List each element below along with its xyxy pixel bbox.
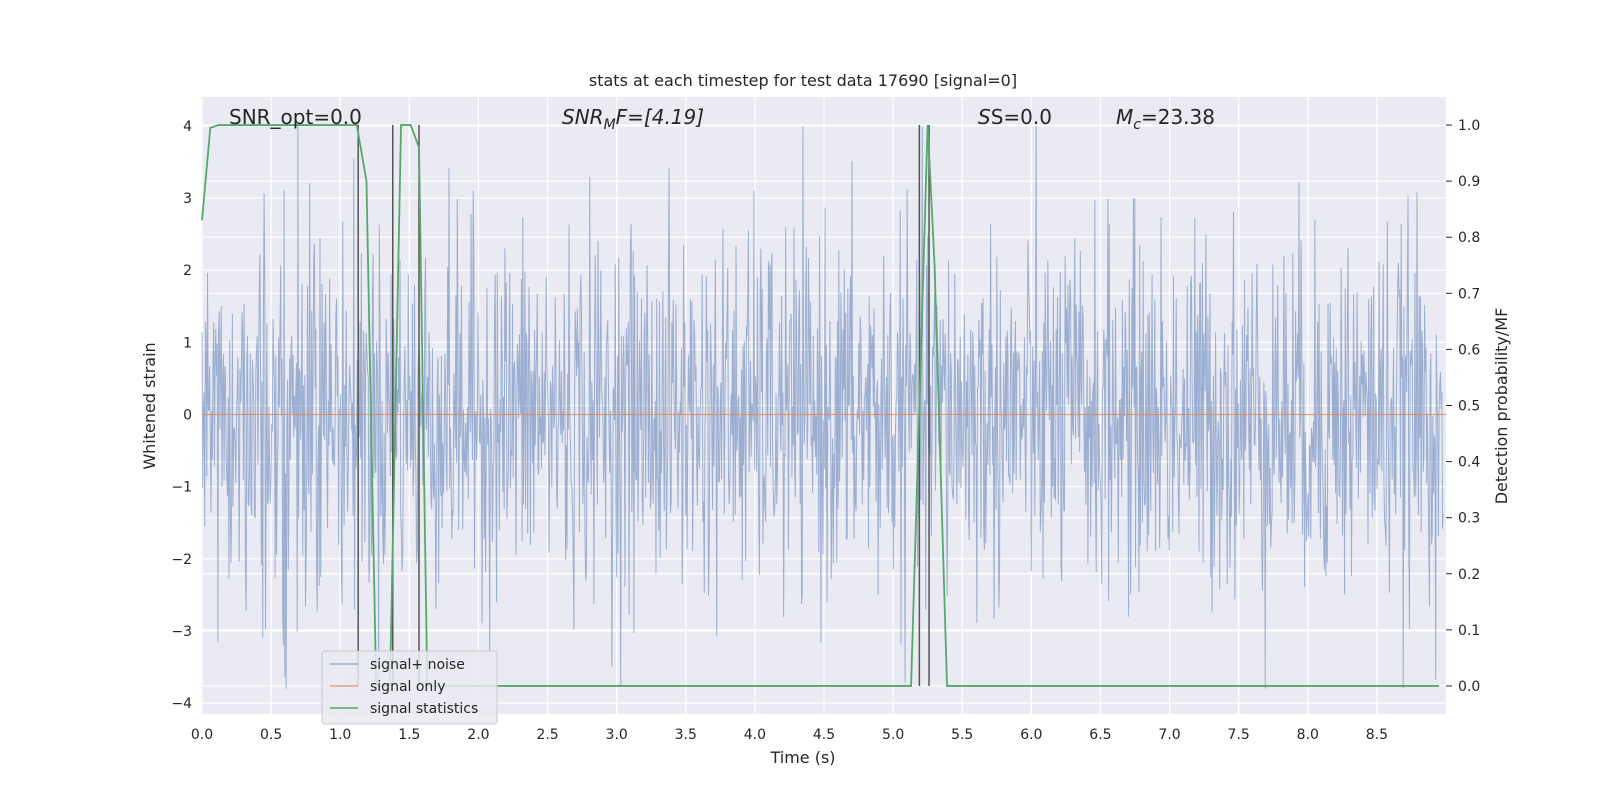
y2-tick-label: 0.4 [1458,455,1480,471]
y2-tick-label: 0.1 [1458,623,1480,639]
y-tick-label: −4 [171,696,192,712]
x-tick-label: 8.5 [1366,727,1388,743]
y2-tick-label: 0.3 [1458,511,1480,527]
y2-tick-label: 0.9 [1458,174,1480,190]
x-tick-label: 4.5 [813,727,835,743]
legend-label-signal-statistics: signal statistics [370,701,478,717]
y-tick-label: 0 [183,408,192,424]
x-tick-label: 8.0 [1297,727,1319,743]
chart-title: stats at each timestep for test data 176… [589,71,1017,90]
series-signal-noise [201,125,1444,689]
x-tick-label: 1.5 [398,727,420,743]
legend: signal+ noise signal only signal statist… [321,650,498,725]
y-tick-label: 2 [183,263,192,279]
y-tick-label: 4 [183,119,192,135]
y-axis-label: Whitened strain [140,342,159,469]
y-tick-label: −2 [171,552,192,568]
y-tick-label: −1 [171,480,192,496]
mc-annotation: Mc=23.38 [1116,105,1215,133]
y-tick-label: 3 [183,191,192,207]
x-tick-label: 7.0 [1158,727,1180,743]
legend-box [321,650,498,725]
y-tick-label: −3 [171,624,192,640]
y2-tick-label: 0.7 [1458,286,1480,302]
x-tick-label: 1.0 [329,727,351,743]
y-tick-label: 1 [183,335,192,351]
x-tick-label: 3.5 [675,727,697,743]
x-tick-label: 6.0 [1020,727,1042,743]
x-tick-label: 0.5 [260,727,282,743]
x-axis-label: Time (s) [769,748,835,767]
y2-tick-label: 0.0 [1458,679,1480,695]
y2-tick-label: 1.0 [1458,118,1480,134]
x-tick-label: 5.0 [882,727,904,743]
x-tick-label: 6.5 [1089,727,1111,743]
y2-tick-label: 0.2 [1458,567,1480,583]
snr-mf-annotation: SNRMF=[4.19] [562,105,704,133]
x-tick-label: 2.5 [536,727,558,743]
y2-axis-label: Detection probability/MF [1492,308,1511,505]
x-tick-label: 2.0 [467,727,489,743]
snr-opt-annotation: SNR_opt=0.0 [229,105,362,129]
legend-label-signal-noise: signal+ noise [370,657,465,673]
x-tick-label: 0.0 [191,727,213,743]
x-tick-label: 5.5 [951,727,973,743]
s-annotation: SS=0.0 [978,105,1052,129]
plot-area: 0.0 0.5 1.0 1.5 2.0 2.5 3.0 3.5 4.0 4.5 5.0 5.5 6.0 6… [171,97,1480,743]
x-tick-label: 3.0 [606,727,628,743]
y2-tick-label: 0.5 [1458,399,1480,415]
x-tick-label: 4.0 [744,727,766,743]
y2-tick-label: 0.6 [1458,342,1480,358]
legend-label-signal-only: signal only [370,679,445,695]
y2-tick-label: 0.8 [1458,230,1480,246]
x-tick-label: 7.5 [1228,727,1250,743]
